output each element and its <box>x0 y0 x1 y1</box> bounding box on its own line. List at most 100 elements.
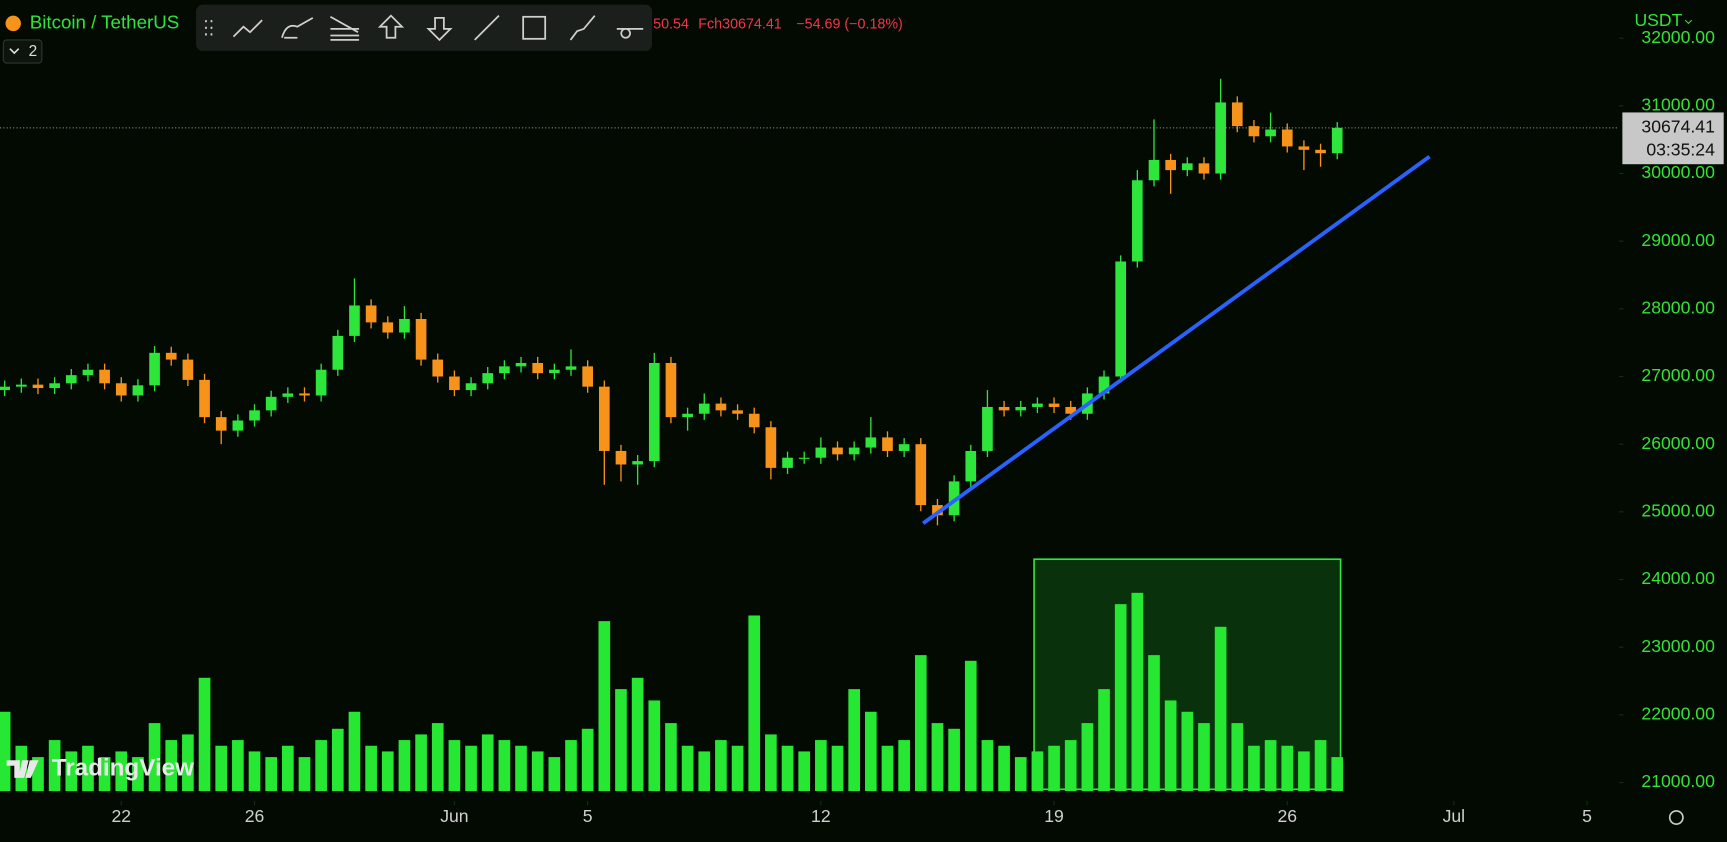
candle-body <box>782 457 793 468</box>
currency-chevron <box>1684 19 1693 25</box>
candle-body <box>965 450 977 482</box>
candle-body <box>432 359 444 377</box>
y-tick-label: 30000.00 <box>1641 162 1715 182</box>
volume-bar <box>1331 757 1344 792</box>
volume-bar <box>331 728 344 792</box>
volume-bar <box>1064 740 1077 792</box>
candle-body <box>115 383 127 396</box>
candle-body <box>365 305 377 323</box>
volume-bar <box>282 745 294 792</box>
volume-bar <box>1031 751 1044 792</box>
tool-trend[interactable] <box>232 19 263 38</box>
candle-body <box>149 352 160 386</box>
candle-body <box>1248 126 1260 137</box>
candle-body <box>382 322 394 333</box>
y-tick-label: 27000.00 <box>1641 365 1715 385</box>
watermark-logo <box>6 760 39 778</box>
candle-body <box>1315 149 1326 154</box>
candle-body <box>882 437 893 451</box>
volume-bar <box>1198 723 1210 792</box>
volume-bar <box>615 689 627 792</box>
volume-bar <box>831 745 844 792</box>
volume-bar <box>65 751 78 792</box>
volume-bar <box>1014 757 1027 792</box>
volume-bar <box>981 740 994 792</box>
tool-path[interactable] <box>569 15 596 41</box>
volume-bar <box>32 757 44 792</box>
candle-body <box>399 318 410 333</box>
candle-body <box>332 335 344 370</box>
volume-bar <box>82 745 94 792</box>
tool-hline[interactable] <box>616 28 644 39</box>
volume-bar <box>1114 604 1127 792</box>
candle-body <box>415 318 427 360</box>
volume-bar <box>1098 689 1110 792</box>
volume-bar <box>365 745 377 792</box>
tool-rect[interactable] <box>522 15 547 40</box>
volume-bar <box>48 740 61 792</box>
candle-body <box>1298 146 1310 150</box>
candle-body <box>232 420 244 431</box>
settings-gear[interactable] <box>1668 810 1684 825</box>
volume-bar <box>248 751 261 792</box>
candle-body <box>848 447 860 455</box>
volume-bar <box>415 734 427 792</box>
candle-body <box>898 444 910 451</box>
tool-fib[interactable] <box>329 16 360 41</box>
currency-selector[interactable]: USDT <box>1634 10 1682 30</box>
candle-body <box>1015 406 1027 411</box>
volume-bar <box>448 740 461 792</box>
candle-body <box>99 369 110 384</box>
volume-bar <box>681 745 694 792</box>
candle-body <box>1048 403 1060 407</box>
volume-bar <box>798 751 811 792</box>
volume-bar <box>748 615 761 792</box>
candle-body <box>1198 163 1210 174</box>
volume-bar <box>881 745 894 792</box>
volume-bar <box>998 745 1010 792</box>
trend-line <box>922 155 1431 525</box>
volume-bar <box>565 740 577 792</box>
y-tick-label: 26000.00 <box>1641 433 1715 453</box>
y-tick-label: 31000.00 <box>1641 94 1715 114</box>
volume-bar <box>1314 740 1327 792</box>
drag-handle[interactable] <box>205 20 213 36</box>
candle-body <box>815 447 827 458</box>
tool-arrow-up[interactable] <box>377 14 405 39</box>
candle-body <box>549 369 560 374</box>
x-tick-label: 5 <box>1582 806 1592 826</box>
interval-badge[interactable] <box>2 39 43 64</box>
y-tick-label: 29000.00 <box>1641 230 1715 250</box>
volume-bar <box>381 751 394 792</box>
volume-bar <box>731 745 744 792</box>
countdown-label: 03:35:24 <box>1646 140 1715 160</box>
volume-bar <box>864 711 877 792</box>
candle-body <box>765 427 777 468</box>
volume-bar <box>431 723 444 792</box>
candle-body <box>615 450 627 465</box>
volume-bar <box>665 723 677 792</box>
volume-bar <box>914 655 927 792</box>
volume-bar <box>298 757 311 792</box>
candle-body <box>349 305 360 336</box>
tool-line[interactable] <box>474 15 500 41</box>
candle-body <box>998 406 1010 411</box>
tool-arrow-down[interactable] <box>426 17 453 42</box>
volume-bar <box>1214 626 1227 792</box>
candle-body <box>748 413 760 428</box>
x-tick-label: Jul <box>1443 806 1466 826</box>
last-price-box <box>1622 112 1724 165</box>
volume-bar <box>1081 723 1094 792</box>
volume-bar <box>648 700 661 792</box>
volume-bar <box>215 745 228 792</box>
candle-body <box>682 413 693 418</box>
tool-brush[interactable] <box>281 17 314 39</box>
interval-count: 2 <box>29 43 38 60</box>
volume-bar <box>1181 711 1194 792</box>
volume-bar <box>232 740 244 792</box>
candle-body <box>215 417 227 431</box>
candle-body <box>715 403 727 411</box>
volume-bar <box>931 723 944 792</box>
candle-body <box>515 362 527 367</box>
